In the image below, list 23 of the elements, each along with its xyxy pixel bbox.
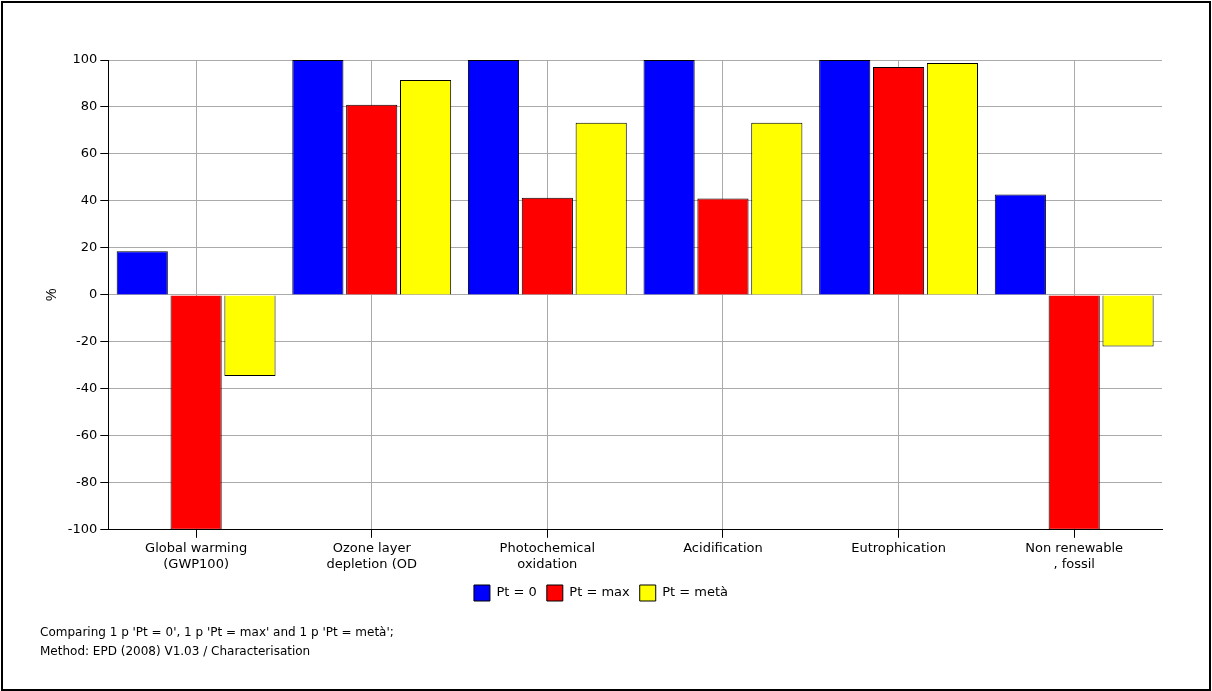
x-tick-label: Ozone layer depletion (OD	[326, 539, 417, 571]
y-tick-label: -80	[76, 474, 98, 490]
legend-label: Pt = max	[569, 584, 631, 600]
y-tick-label: -20	[76, 333, 98, 349]
text: Comparing 1 p 'Pt = 0', 1 p 'Pt = max' and 1 p 'Pt = metà';	[40, 624, 394, 641]
legend-label: Pt = 0	[496, 584, 537, 600]
y-tick-label: 40	[80, 192, 98, 208]
y-axis-title: %	[43, 288, 60, 302]
y-tick-label: -40	[76, 380, 98, 396]
y-tick-label: 0	[89, 286, 98, 302]
y-tick-label: 100	[72, 51, 98, 67]
x-tick-label: Non renewable , fossil	[1025, 539, 1124, 571]
y-tick-label: 60	[80, 145, 98, 161]
x-tick-label: Acidification	[683, 539, 763, 555]
y-tick-label: 80	[80, 98, 98, 114]
text: Method: EPD (2008) V1.03 / Characterisation	[40, 643, 312, 660]
legend-label: Pt = metà	[662, 584, 729, 600]
x-tick-label: Eutrophication	[851, 539, 946, 555]
y-tick-label: -100	[67, 521, 98, 537]
x-tick-label: Photochemical oxidation	[499, 539, 596, 571]
y-tick-label: 20	[80, 239, 98, 255]
y-tick-label: -60	[76, 427, 98, 443]
x-tick-label: Global warming (GWP100)	[145, 539, 248, 571]
